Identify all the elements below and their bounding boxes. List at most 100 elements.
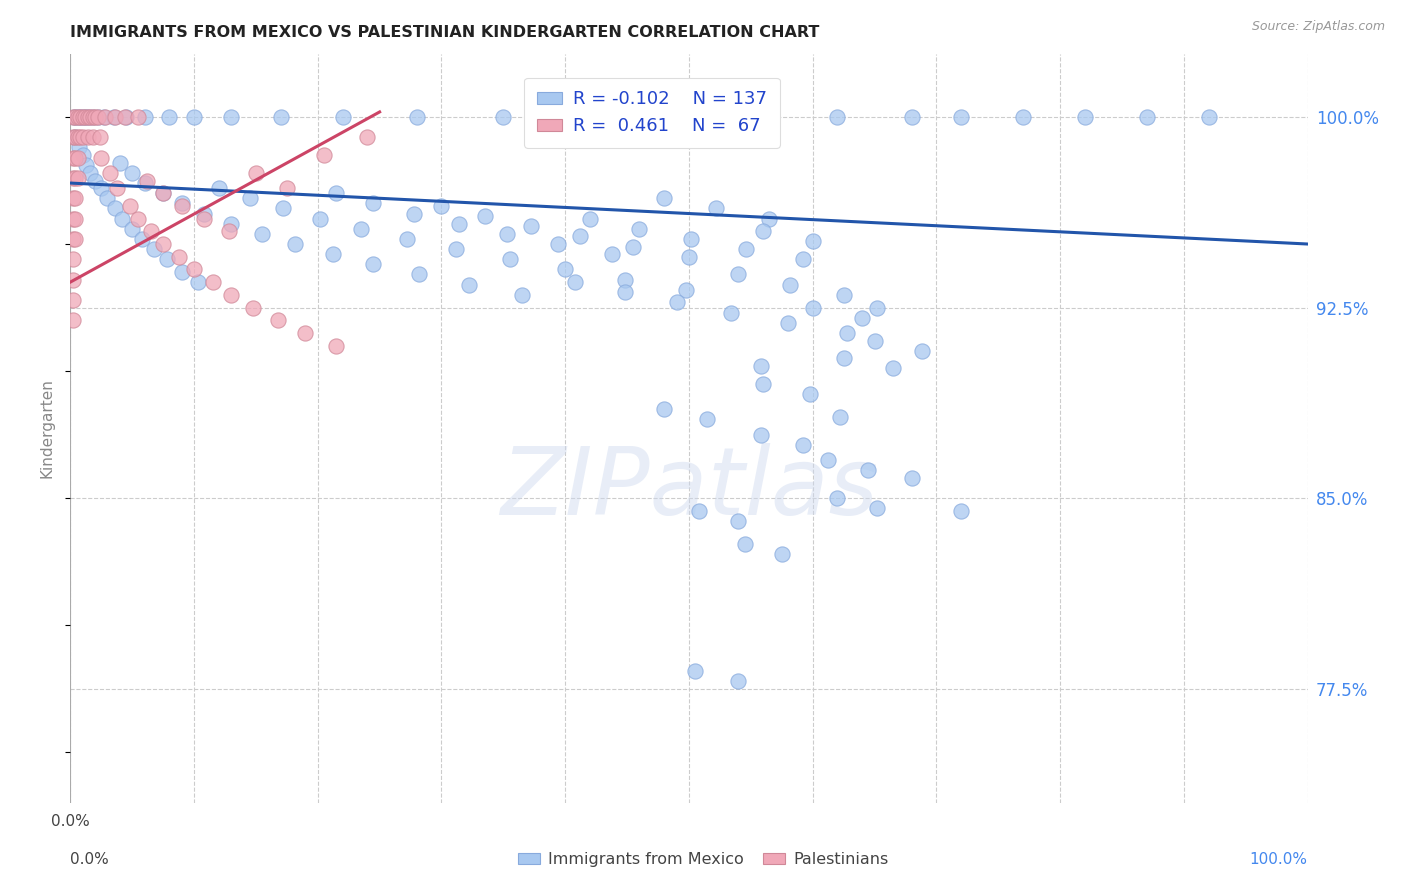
Point: [66, 151, 89, 165]
Point: [121, 166, 143, 180]
Point: [62, 171, 84, 186]
Point: [208, 181, 231, 195]
Point: [69, 130, 91, 145]
Point: [547, 237, 569, 252]
Point: [727, 268, 749, 282]
Point: [134, 176, 156, 190]
Point: [1074, 110, 1097, 124]
Point: [681, 232, 703, 246]
Point: [118, 199, 141, 213]
Point: [62, 151, 84, 165]
Text: ZIPatlas: ZIPatlas: [501, 442, 877, 533]
Point: [65, 110, 87, 124]
Point: [62, 130, 84, 145]
Point: [837, 326, 859, 340]
Point: [79, 166, 101, 180]
Point: [65, 211, 87, 226]
Point: [72, 110, 94, 124]
Point: [79, 110, 101, 124]
Point: [98, 166, 121, 180]
Point: [62, 252, 84, 267]
Point: [395, 232, 418, 246]
Point: [67, 140, 90, 154]
Point: [600, 247, 623, 261]
Point: [1136, 110, 1159, 124]
Point: [447, 217, 470, 231]
Point: [96, 191, 118, 205]
Point: [510, 288, 533, 302]
Point: [115, 110, 138, 124]
Point: [858, 463, 880, 477]
Point: [309, 211, 332, 226]
Point: [498, 252, 520, 267]
Point: [770, 547, 793, 561]
Point: [69, 110, 91, 124]
Point: [66, 110, 89, 124]
Point: [704, 202, 727, 216]
Point: [65, 130, 87, 145]
Text: IMMIGRANTS FROM MEXICO VS PALESTINIAN KINDERGARTEN CORRELATION CHART: IMMIGRANTS FROM MEXICO VS PALESTINIAN KI…: [70, 25, 820, 40]
Point: [90, 151, 112, 165]
Point: [187, 275, 209, 289]
Point: [170, 265, 193, 279]
Point: [65, 110, 87, 124]
Point: [267, 313, 290, 327]
Point: [613, 272, 636, 286]
Point: [86, 110, 108, 124]
Point: [239, 191, 262, 205]
Point: [678, 250, 700, 264]
Point: [157, 110, 180, 124]
Point: [193, 211, 215, 226]
Point: [250, 227, 273, 241]
Point: [910, 343, 932, 358]
Point: [294, 326, 316, 340]
Point: [325, 338, 347, 352]
Point: [675, 283, 697, 297]
Point: [727, 514, 749, 528]
Point: [734, 242, 756, 256]
Y-axis label: Kindergarten: Kindergarten: [39, 378, 55, 478]
Point: [114, 110, 136, 124]
Point: [322, 247, 344, 261]
Point: [734, 537, 756, 551]
Point: [121, 221, 143, 235]
Point: [827, 491, 849, 505]
Point: [90, 181, 112, 195]
Point: [170, 196, 193, 211]
Point: [828, 409, 851, 424]
Point: [284, 237, 307, 252]
Point: [152, 186, 174, 201]
Point: [1012, 110, 1035, 124]
Point: [127, 110, 149, 124]
Point: [65, 191, 87, 205]
Point: [77, 110, 100, 124]
Point: [276, 181, 298, 195]
Point: [950, 504, 973, 518]
Point: [408, 268, 430, 282]
Point: [62, 110, 84, 124]
Point: [104, 202, 127, 216]
Point: [62, 313, 84, 327]
Point: [136, 173, 159, 187]
Point: [183, 262, 205, 277]
Point: [62, 191, 84, 205]
Point: [62, 232, 84, 246]
Point: [76, 130, 98, 145]
Point: [749, 427, 772, 442]
Point: [363, 196, 385, 211]
Point: [863, 334, 886, 348]
Point: [82, 110, 104, 124]
Point: [270, 110, 292, 124]
Point: [779, 277, 801, 292]
Point: [66, 171, 89, 186]
Point: [65, 171, 87, 186]
Point: [363, 257, 385, 271]
Point: [792, 252, 814, 267]
Point: [613, 285, 636, 300]
Point: [564, 275, 586, 289]
Text: Source: ZipAtlas.com: Source: ZipAtlas.com: [1251, 20, 1385, 33]
Point: [75, 110, 97, 124]
Point: [143, 242, 166, 256]
Point: [103, 110, 125, 124]
Point: [801, 235, 824, 249]
